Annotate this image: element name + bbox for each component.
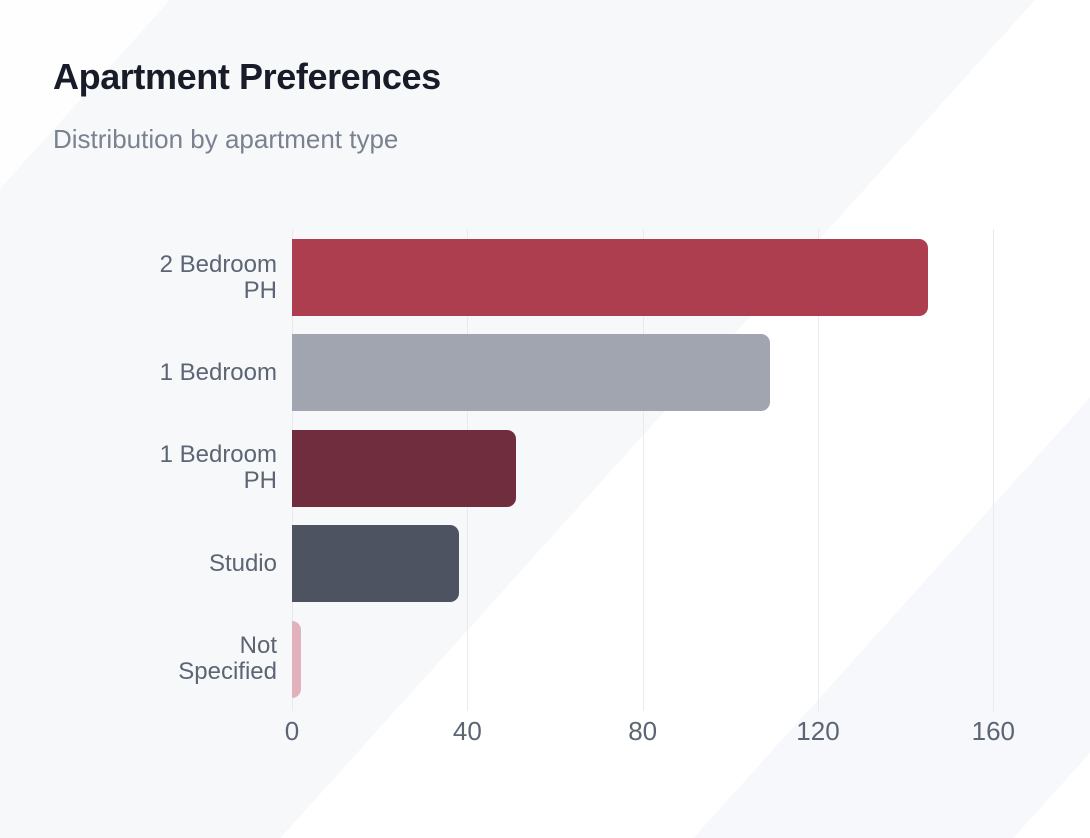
gridline — [993, 229, 995, 711]
bar-1-bedroom[interactable] — [292, 334, 770, 412]
bar-2-bedroom-ph[interactable] — [292, 239, 928, 316]
x-axis-tick-label: 0 — [284, 716, 300, 746]
category-label: 1 Bedroom — [159, 358, 277, 386]
category-label: Not Specified — [178, 632, 277, 686]
gridline — [817, 229, 819, 711]
plot-area — [292, 229, 1058, 711]
category-label: 1 Bedroom PH — [159, 441, 277, 495]
x-axis-tick-label: 80 — [628, 716, 658, 746]
category-label: 2 Bedroom PH — [159, 250, 277, 304]
bar-studio[interactable] — [292, 525, 459, 603]
x-axis-tick-label: 40 — [452, 716, 482, 746]
chart-title: Apartment Preferences — [53, 56, 441, 97]
category-label: Studio — [208, 549, 277, 577]
gridline — [642, 229, 644, 711]
x-axis-tick-label: 160 — [971, 716, 1016, 746]
chart-subtitle: Distribution by apartment type — [53, 124, 399, 154]
bar-not-specified[interactable] — [292, 620, 301, 698]
bar-1-bedroom-ph[interactable] — [292, 429, 516, 507]
x-axis-tick-label: 120 — [796, 716, 840, 746]
